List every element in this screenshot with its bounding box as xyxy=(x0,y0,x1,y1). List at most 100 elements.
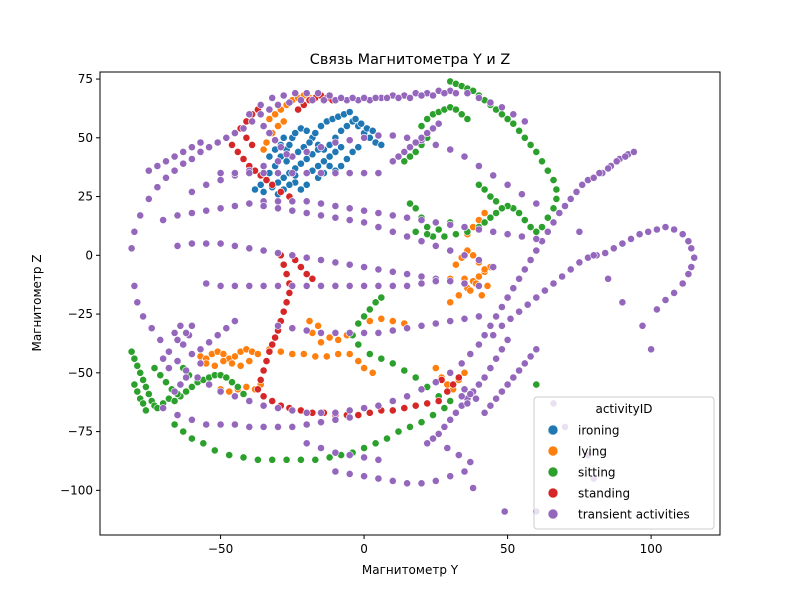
scatter-point xyxy=(159,354,167,363)
scatter-point xyxy=(302,326,311,335)
scatter-point xyxy=(388,359,397,368)
scatter-point xyxy=(670,288,678,297)
scatter-point xyxy=(202,420,211,429)
scatter-point xyxy=(279,91,288,100)
scatter-point xyxy=(454,451,463,459)
scatter-point xyxy=(311,455,320,464)
scatter-point xyxy=(230,392,239,401)
scatter-point xyxy=(466,350,475,358)
scatter-point xyxy=(245,357,254,365)
scatter-point xyxy=(621,152,630,161)
scatter-point xyxy=(377,314,386,323)
scatter-point xyxy=(139,312,147,321)
scatter-point xyxy=(230,241,239,250)
scatter-point xyxy=(133,298,142,307)
scatter-point xyxy=(173,241,182,250)
scatter-point xyxy=(345,216,354,224)
scatter-point xyxy=(670,225,678,234)
scatter-point xyxy=(314,162,322,170)
scatter-point xyxy=(282,150,291,159)
scatter-point xyxy=(334,350,343,358)
scatter-point xyxy=(259,401,268,410)
scatter-point xyxy=(431,378,440,387)
scatter-point xyxy=(296,455,305,464)
scatter-point xyxy=(296,263,305,271)
scatter-point xyxy=(331,138,340,147)
scatter-point xyxy=(274,197,282,206)
scatter-point xyxy=(480,185,489,194)
scatter-point xyxy=(388,281,397,290)
scatter-point xyxy=(360,364,368,372)
scatter-point xyxy=(213,138,222,147)
scatter-point xyxy=(474,272,483,281)
scatter-point xyxy=(454,291,463,300)
legend-label: transient activities xyxy=(578,508,690,522)
scatter-point xyxy=(538,157,546,166)
scatter-point xyxy=(360,472,368,481)
scatter-point xyxy=(193,373,202,382)
scatter-point xyxy=(684,237,693,246)
scatter-point xyxy=(196,147,205,156)
scatter-point xyxy=(431,364,440,372)
scatter-point xyxy=(245,422,254,431)
x-tick-label: −50 xyxy=(208,542,233,556)
scatter-point xyxy=(311,352,320,361)
scatter-point xyxy=(248,140,256,149)
scatter-point xyxy=(199,439,208,448)
scatter-point xyxy=(288,350,297,358)
scatter-point xyxy=(360,404,368,412)
scatter-point xyxy=(245,397,254,405)
scatter-point xyxy=(601,249,610,257)
scatter-point xyxy=(187,209,196,217)
scatter-point xyxy=(159,404,167,412)
scatter-point xyxy=(589,251,598,260)
scatter-point xyxy=(294,105,302,114)
scatter-point xyxy=(210,361,219,370)
scatter-point xyxy=(503,180,512,189)
scatter-point xyxy=(202,180,211,189)
scatter-point xyxy=(187,382,196,391)
scatter-point xyxy=(403,270,411,278)
scatter-point xyxy=(388,406,397,415)
scatter-point xyxy=(434,225,443,234)
scatter-point xyxy=(360,312,368,321)
scatter-point xyxy=(515,366,523,375)
scatter-point xyxy=(345,469,354,478)
scatter-point xyxy=(552,194,561,203)
scatter-point xyxy=(434,429,443,438)
scatter-point xyxy=(543,166,552,175)
scatter-point xyxy=(360,453,368,462)
scatter-point xyxy=(520,216,529,224)
scatter-point xyxy=(331,169,340,177)
scatter-point xyxy=(176,380,185,389)
scatter-point xyxy=(532,293,541,302)
scatter-point xyxy=(242,382,251,391)
scatter-point xyxy=(216,169,225,177)
scatter-point xyxy=(288,324,297,333)
scatter-point xyxy=(612,157,621,166)
scatter-point xyxy=(253,455,262,464)
scatter-point xyxy=(377,293,386,302)
scatter-point xyxy=(202,206,211,215)
scatter-point xyxy=(317,211,325,220)
scatter-point xyxy=(156,371,165,380)
y-tick-label: 50 xyxy=(78,131,93,145)
scatter-point xyxy=(417,122,426,130)
scatter-point xyxy=(377,140,386,149)
scatter-point xyxy=(440,422,449,431)
scatter-point xyxy=(515,126,523,135)
scatter-point xyxy=(360,133,368,142)
scatter-point xyxy=(474,180,483,189)
scatter-point xyxy=(170,420,179,429)
scatter-point xyxy=(242,133,251,142)
scatter-point xyxy=(440,232,449,241)
scatter-point xyxy=(520,133,529,142)
scatter-point xyxy=(302,281,311,290)
scatter-point xyxy=(394,427,403,436)
scatter-point xyxy=(451,260,460,269)
scatter-point xyxy=(308,96,317,105)
scatter-point xyxy=(403,479,411,488)
scatter-point xyxy=(222,133,231,142)
scatter-point xyxy=(429,434,437,443)
x-tick-label: 100 xyxy=(640,542,663,556)
